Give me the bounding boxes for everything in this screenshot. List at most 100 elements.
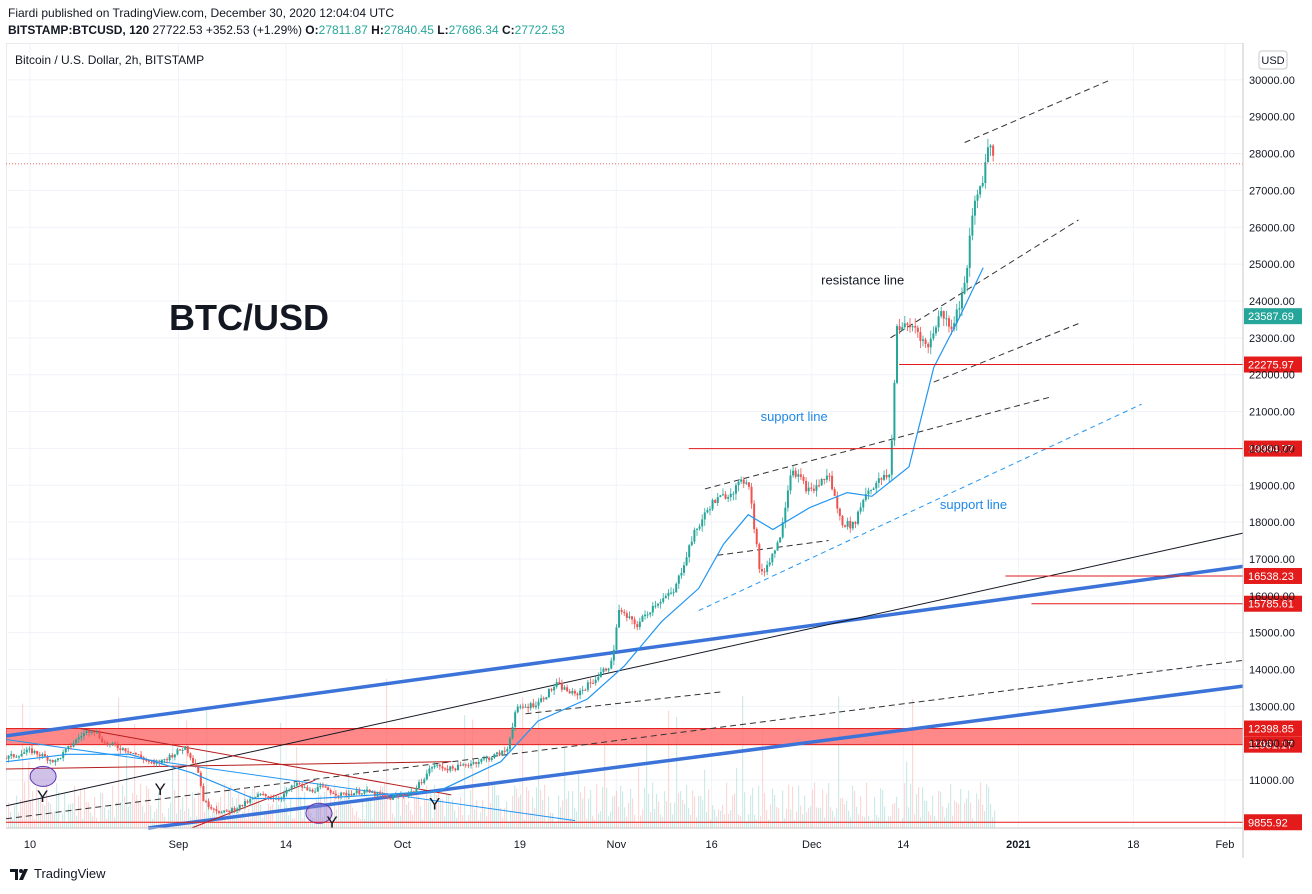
price-chart[interactable]: 22275.9719994.7716538.2315785.619855.921… bbox=[5, 42, 1306, 858]
volume-bar bbox=[752, 787, 754, 828]
candle-body bbox=[883, 474, 886, 480]
volume-bar bbox=[724, 814, 726, 828]
volume-bar bbox=[230, 785, 232, 828]
candle-body bbox=[72, 743, 75, 747]
candle-body bbox=[906, 323, 909, 325]
price-tick-label: 30000.00 bbox=[1249, 75, 1295, 87]
candle-body bbox=[259, 793, 262, 795]
candle-body bbox=[625, 613, 628, 618]
candle-body bbox=[664, 596, 667, 599]
volume-bar bbox=[706, 811, 708, 828]
volume-bar bbox=[838, 696, 840, 828]
candle-body bbox=[568, 691, 571, 694]
candle-body bbox=[942, 311, 945, 319]
candle-body bbox=[812, 488, 815, 491]
candle-body bbox=[968, 235, 971, 268]
volume-bar bbox=[376, 793, 378, 828]
volume-bar bbox=[684, 803, 686, 828]
candle-body bbox=[818, 485, 821, 487]
volume-bar bbox=[690, 815, 692, 828]
candle-body bbox=[127, 751, 130, 753]
volume-bar bbox=[474, 809, 476, 828]
volume-bar bbox=[136, 794, 138, 828]
candle-body bbox=[124, 748, 127, 752]
candle-body bbox=[867, 490, 870, 495]
volume-bar bbox=[910, 783, 912, 828]
candle-body bbox=[301, 783, 304, 788]
candle-body bbox=[563, 687, 566, 690]
candle-body bbox=[56, 758, 59, 761]
candle-body bbox=[794, 470, 797, 477]
candle-body bbox=[220, 812, 223, 814]
volume-bar bbox=[368, 796, 370, 828]
volume-bar bbox=[508, 821, 510, 828]
volume-bar bbox=[954, 800, 956, 828]
candle-body bbox=[542, 698, 545, 700]
volume-bar bbox=[84, 788, 86, 828]
candle-body bbox=[875, 482, 878, 489]
volume-bar bbox=[98, 821, 100, 828]
candle-body bbox=[662, 598, 665, 603]
price-tick-label: 11000.00 bbox=[1249, 775, 1294, 787]
candle-body bbox=[953, 323, 956, 330]
candle-body bbox=[397, 795, 400, 797]
volume-bar bbox=[744, 792, 746, 828]
volume-bar bbox=[622, 791, 624, 828]
candle-body bbox=[30, 748, 33, 754]
candle-body bbox=[482, 758, 485, 760]
candle-body bbox=[989, 145, 992, 148]
price-tick-label: 25000.00 bbox=[1249, 259, 1295, 271]
candle-body bbox=[737, 481, 740, 486]
candle-body bbox=[576, 693, 579, 696]
volume-bar bbox=[898, 808, 900, 828]
volume-bar bbox=[254, 786, 256, 828]
volume-bar bbox=[978, 799, 980, 828]
volume-bar bbox=[768, 819, 770, 828]
volume-bar bbox=[110, 804, 112, 828]
volume-bar bbox=[24, 781, 26, 828]
volume-bar bbox=[650, 812, 652, 828]
volume-bar bbox=[60, 821, 62, 828]
candle-body bbox=[529, 703, 532, 709]
level-badge-label: 22275.97 bbox=[1248, 360, 1294, 372]
candle-body bbox=[33, 750, 36, 754]
candle-body bbox=[779, 537, 782, 543]
candle-body bbox=[950, 326, 953, 330]
candle-body bbox=[197, 766, 200, 773]
volume-bar bbox=[688, 807, 690, 828]
volume-bar bbox=[730, 810, 732, 828]
volume-bar bbox=[86, 802, 88, 828]
volume-bar bbox=[452, 799, 454, 828]
volume-bar bbox=[754, 814, 756, 828]
volume-bar bbox=[876, 814, 878, 828]
volume-bar bbox=[152, 818, 154, 828]
volume-bar bbox=[272, 803, 274, 828]
candle-body bbox=[7, 755, 10, 759]
volume-bar bbox=[490, 802, 492, 828]
volume-bar bbox=[58, 792, 60, 828]
trend-line-red-thin bbox=[5, 761, 452, 770]
candle-body bbox=[360, 793, 363, 795]
volume-bar bbox=[982, 804, 984, 828]
candle-body bbox=[537, 701, 540, 706]
volume-bar bbox=[320, 795, 322, 828]
price-badge-label: 23587.69 bbox=[1248, 311, 1294, 323]
candle-body bbox=[342, 792, 345, 794]
candle-body bbox=[308, 789, 311, 791]
annotation-label: support line bbox=[761, 409, 828, 424]
candle-body bbox=[547, 689, 550, 698]
volume-bar bbox=[440, 798, 442, 828]
candle-body bbox=[290, 785, 293, 790]
volume-bar bbox=[882, 790, 884, 828]
price-axis: 11000.00 12000.00 13000.00 14000.00 15000.00… bbox=[1242, 43, 1295, 858]
candle-body bbox=[485, 757, 488, 759]
candle-body bbox=[25, 749, 28, 753]
volume-bar bbox=[338, 791, 340, 828]
volume-bar bbox=[844, 804, 846, 828]
currency-badge[interactable]: USD bbox=[1258, 50, 1288, 70]
candle-body bbox=[230, 808, 233, 812]
volume-bar bbox=[522, 696, 524, 828]
volume-bar bbox=[574, 807, 576, 828]
candle-body bbox=[771, 553, 774, 563]
chart-container[interactable]: 22275.97 19994.77 16538.23 15785.61 9855.92 1… bbox=[5, 42, 1306, 863]
